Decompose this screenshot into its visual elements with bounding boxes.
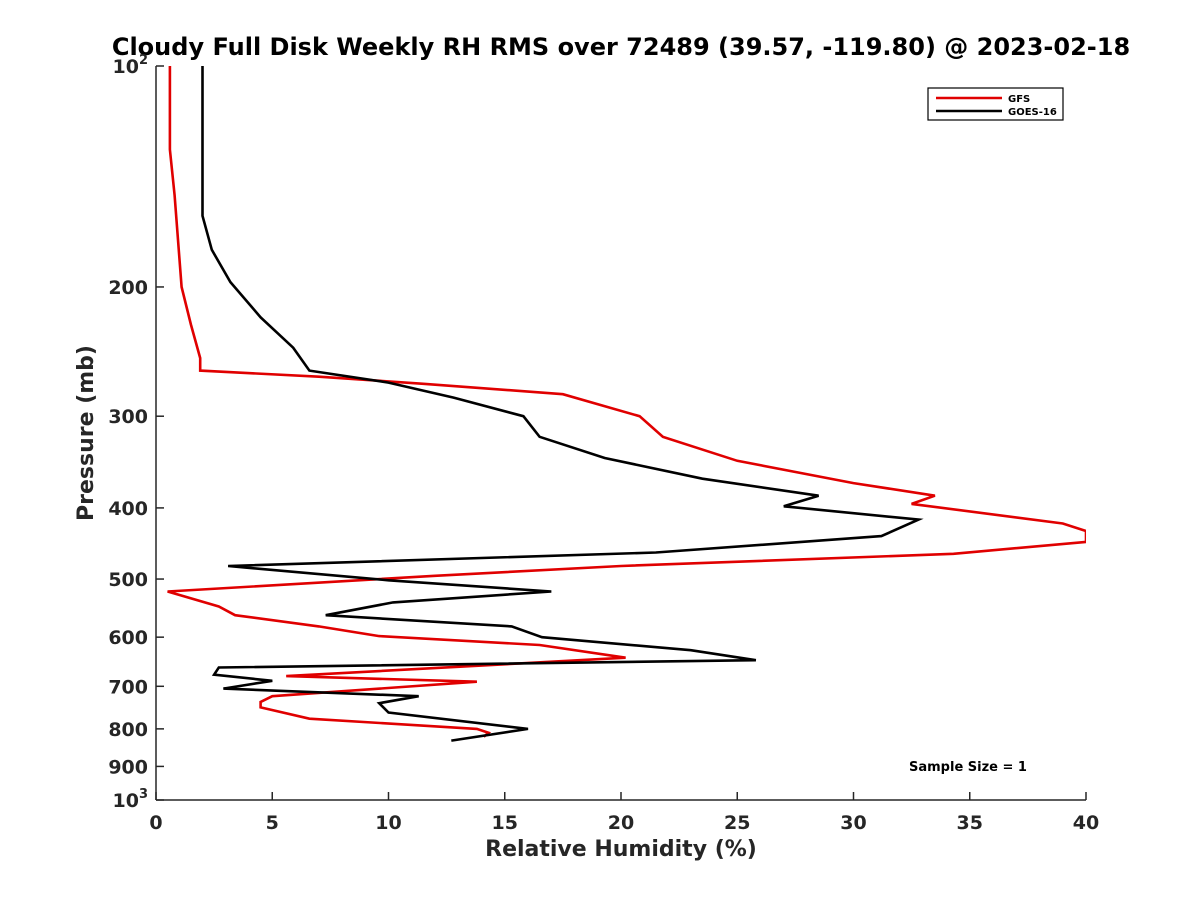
y-tick-label: 700 xyxy=(108,676,148,698)
axes-background xyxy=(156,66,1086,800)
x-tick-label: 35 xyxy=(957,812,983,834)
x-tick-label: 5 xyxy=(266,812,279,834)
x-tick-label: 0 xyxy=(149,812,162,834)
y-tick-label: 102 xyxy=(113,53,149,78)
series-line-gfs xyxy=(167,66,1086,738)
x-axis-ticks: 0 5 10 15 20 25 30 35 40 xyxy=(149,792,1099,834)
y-tick-label: 500 xyxy=(108,569,148,591)
y-tick-label: 900 xyxy=(108,756,148,778)
legend-label-goes-16: GOES-16 xyxy=(1008,107,1057,118)
y-tick-label: 600 xyxy=(108,627,148,649)
x-tick-label: 30 xyxy=(840,812,866,834)
plot-area: 0 5 10 15 20 25 30 35 40 102 200 300 400 500 600 700 80… xyxy=(108,53,1099,834)
x-tick-label: 40 xyxy=(1073,812,1099,834)
y-tick-label: 800 xyxy=(108,719,148,741)
legend-box xyxy=(927,87,1064,121)
chart-title: Cloudy Full Disk Weekly RH RMS over 7248… xyxy=(112,33,1130,61)
x-tick-label: 20 xyxy=(608,812,634,834)
series-layer xyxy=(167,66,1086,742)
y-tick-label: 103 xyxy=(113,787,149,812)
x-axis-label: Relative Humidity (%) xyxy=(485,837,757,862)
y-axis-label: Pressure (mb) xyxy=(74,345,99,521)
legend-label-gfs: GFS xyxy=(1008,94,1030,105)
legend: GFS GOES-16 xyxy=(927,87,1064,121)
y-axis-ticks: 102 200 300 400 500 600 700 800 900 103 xyxy=(108,53,164,812)
sample-size-annotation: Sample Size = 1 xyxy=(909,760,1027,775)
y-tick-label: 300 xyxy=(108,406,148,428)
legend-items: GFS GOES-16 xyxy=(936,94,1057,118)
series-line-goes-16 xyxy=(201,66,924,742)
y-tick-label: 400 xyxy=(108,498,148,520)
x-tick-label: 25 xyxy=(724,812,750,834)
x-tick-label: 10 xyxy=(375,812,401,834)
y-tick-label: 200 xyxy=(108,277,148,299)
x-tick-label: 15 xyxy=(492,812,518,834)
